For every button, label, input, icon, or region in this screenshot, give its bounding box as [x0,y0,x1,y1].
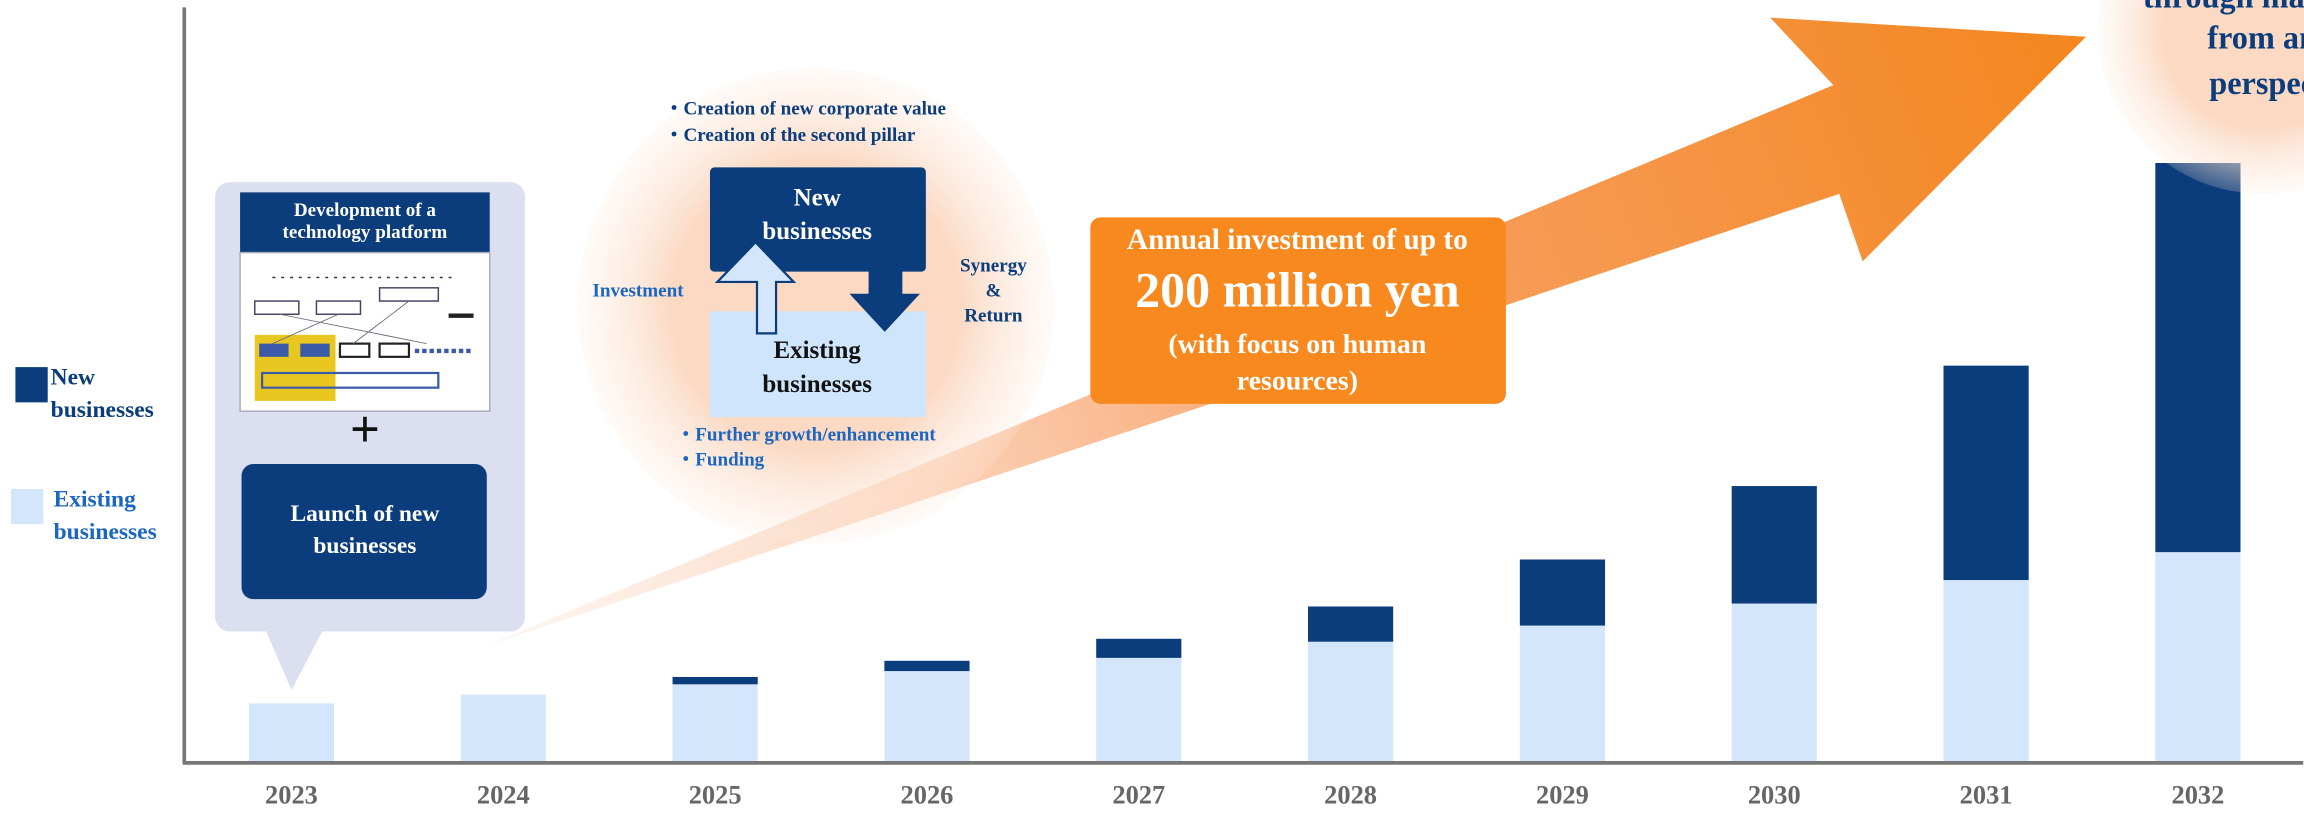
x-tick-label: 2030 [1748,779,1801,809]
x-tick-label: 2024 [477,779,530,809]
synergy-label: Return [964,306,1023,327]
corner-note: through man [2143,0,2304,14]
bar [1308,606,1394,642]
x-tick-label: 2023 [265,779,318,809]
callout-pointer [265,628,324,691]
cycle-circle [577,67,1054,544]
investment-text: (with focus on human [1168,329,1427,360]
x-tick-label: 2028 [1324,779,1377,809]
x-tick-label: 2031 [1960,779,2013,809]
investment-label: Investment [592,281,684,302]
corner-note: from an [2207,20,2304,56]
legend-item: Existing businesses [53,487,157,545]
down-arrow [849,245,920,332]
x-tick-label: 2029 [1536,779,1589,809]
circle-note: ・Further growth/enhancement [676,425,936,446]
corner-circle [2097,0,2304,194]
corner-note: perspec [2209,65,2304,101]
investment-text: resources) [1237,366,1358,397]
x-tick-label: 2027 [1112,779,1165,809]
launch-text: businesses [313,533,416,559]
launch-box [241,464,487,600]
x-tick-label: 2025 [689,779,742,809]
investment-box [1090,217,1506,404]
platform-title: technology platform [283,222,448,243]
bar [1943,580,2029,763]
legend-item: New businesses [50,365,154,423]
bar [1519,559,1606,626]
circle-note: ・Funding [676,449,764,470]
bar [1519,625,1606,763]
bar [1731,486,1817,604]
bar [884,671,970,763]
bar [1731,603,1817,763]
bar [1096,657,1182,763]
plus: + [350,401,380,459]
circle-note: ・Creation of new corporate value [664,99,946,120]
bar [1943,365,2029,581]
synergy-label: Synergy [960,256,1027,277]
bar [460,694,546,763]
bar [1096,638,1182,658]
existing-box [709,311,926,418]
x-tick-label: 2026 [901,779,954,809]
x-tick-label: 2032 [2171,779,2224,809]
legend-label: Existing businesses [53,487,157,545]
legend-label: New businesses [50,365,154,423]
investment-text: Annual investment of up to [1127,224,1468,256]
bar [672,684,758,763]
bar [248,703,335,763]
bar [1308,641,1394,763]
platform-diagram [239,251,491,412]
investment-text: 200 million yen [1135,263,1459,318]
legend-swatch [15,367,48,403]
new-box-label: businesses [762,218,872,245]
synergy-label: & [985,281,1001,302]
up-arrow [714,240,797,335]
existing-box-label: businesses [762,371,872,398]
new-box-label: New [794,184,841,211]
launch-text: Launch of new [291,501,440,527]
platform-title-box [240,192,490,253]
legend-swatch [11,489,44,525]
bar [2155,163,2241,553]
platform-title: Development of a [294,200,436,221]
bar [672,676,758,685]
circle-note: ・Creation of the second pillar [664,125,915,146]
bar [2155,552,2241,763]
existing-box-label: Existing [774,337,862,364]
bar [884,660,970,672]
